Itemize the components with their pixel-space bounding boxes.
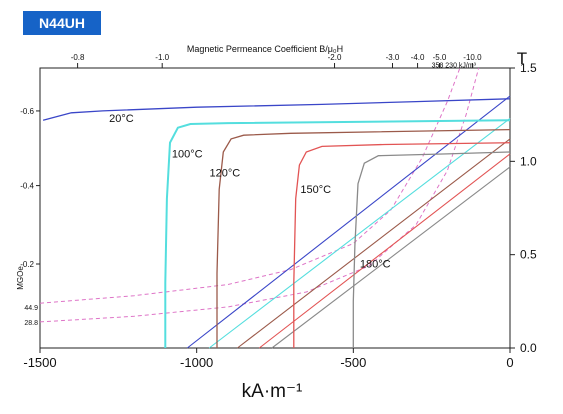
top-tick-label: -3.0 <box>386 53 400 62</box>
x-tick-label: -1500 <box>23 355 56 370</box>
y-right-tick-label: 0.5 <box>520 248 537 262</box>
left-tick-label: -0.2 <box>20 260 34 269</box>
plot-layers: -1500 -1000 -500 0 0.0 0.5 1.0 1.5 -0.8 -1.0 -2.0 -… <box>20 53 537 370</box>
top-tick-label: -10.0 <box>463 53 482 62</box>
plot-frame <box>39 67 511 349</box>
top-tick-label: -1.0 <box>155 53 169 62</box>
normal-induction-line <box>237 138 511 349</box>
normal-induction-line <box>271 166 511 349</box>
demag-curve <box>216 128 511 348</box>
energy-product-legend: 358 230 kJ/m³ <box>432 62 477 69</box>
top-tick-label: -2.0 <box>328 53 342 62</box>
y-right-tick-label: 1.0 <box>520 154 537 168</box>
top-tick-label: -0.8 <box>71 53 85 62</box>
left-tick-label: -0.4 <box>20 182 34 191</box>
temperature-label: 180°C <box>360 259 391 271</box>
x-tick-label: 0 <box>506 355 513 370</box>
temperature-label: 100°C <box>172 149 203 161</box>
left-tick-label: -0.6 <box>20 107 34 116</box>
energy-product-curve <box>39 67 461 304</box>
temperature-label: 120°C <box>210 167 241 179</box>
normal-induction-line <box>208 117 511 349</box>
x-tick-label: -500 <box>340 355 366 370</box>
left-axis-title: MGOe <box>16 266 25 290</box>
normal-induction-line <box>258 153 511 349</box>
energy-product-curve <box>39 67 480 323</box>
top-axis-title: Magnetic Permeance Coefficient B/μ₀H <box>187 44 343 54</box>
y-right-tick-label: 0.0 <box>520 341 537 355</box>
top-tick-label: -5.0 <box>433 53 447 62</box>
demag-curve <box>352 151 511 348</box>
demag-curve <box>164 119 511 348</box>
grade-badge: N44UH <box>23 11 101 35</box>
energy-value-label: 28.8 <box>24 320 38 327</box>
temperature-label: 150°C <box>300 184 331 196</box>
temperature-label: 20°C <box>109 113 134 125</box>
right-axis-title: T <box>517 49 527 68</box>
top-tick-label: -4.0 <box>411 53 425 62</box>
x-axis-title: kA·m⁻¹ <box>242 381 303 402</box>
x-tick-label: -1000 <box>180 355 213 370</box>
demag-curve <box>42 98 511 121</box>
energy-value-label: 44.9 <box>24 305 38 312</box>
normal-induction-line <box>186 95 511 349</box>
y-right-tick-label: 1.5 <box>520 61 537 75</box>
demag-curve <box>293 142 511 348</box>
